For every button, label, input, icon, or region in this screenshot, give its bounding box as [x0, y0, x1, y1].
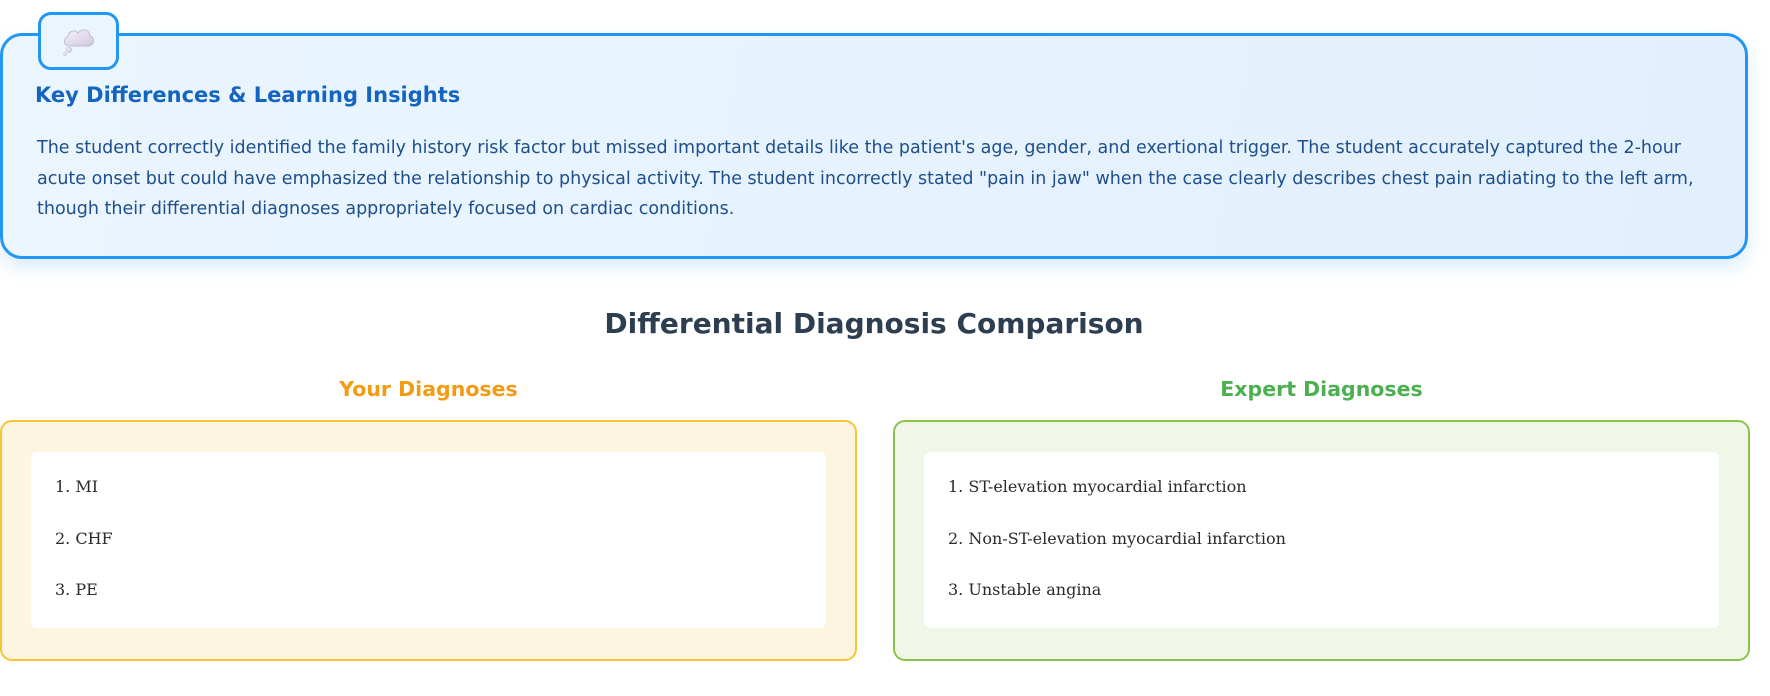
student-diagnosis-item: 3. PE — [55, 580, 98, 599]
expert-diagnoses-heading: Expert Diagnoses — [1220, 377, 1423, 401]
student-diagnosis-item: 2. CHF — [55, 529, 113, 548]
expert-diagnosis-item: 2. Non-ST-elevation myocardial infarctio… — [948, 529, 1286, 548]
student-diagnoses-list: 1. MI 2. CHF 3. PE — [31, 452, 826, 628]
insights-title: Key Differences & Learning Insights — [35, 83, 461, 107]
comparison-title: Differential Diagnosis Comparison — [604, 307, 1144, 340]
expert-diagnosis-item: 1. ST-elevation myocardial infarction — [948, 477, 1247, 496]
insights-text: The student correctly identified the fam… — [37, 138, 1694, 219]
insights-badge — [38, 12, 119, 70]
expert-diagnoses-panel: 1. ST-elevation myocardial infarction 2.… — [893, 420, 1750, 661]
student-diagnoses-panel: 1. MI 2. CHF 3. PE — [0, 420, 857, 661]
insights-card — [0, 33, 1748, 259]
expert-diagnoses-list: 1. ST-elevation myocardial infarction 2.… — [924, 452, 1719, 628]
student-diagnosis-item: 1. MI — [55, 477, 99, 496]
expert-diagnosis-item: 3. Unstable angina — [948, 580, 1102, 599]
thought-bubble-icon — [62, 29, 94, 56]
student-diagnoses-heading: Your Diagnoses — [339, 377, 518, 401]
